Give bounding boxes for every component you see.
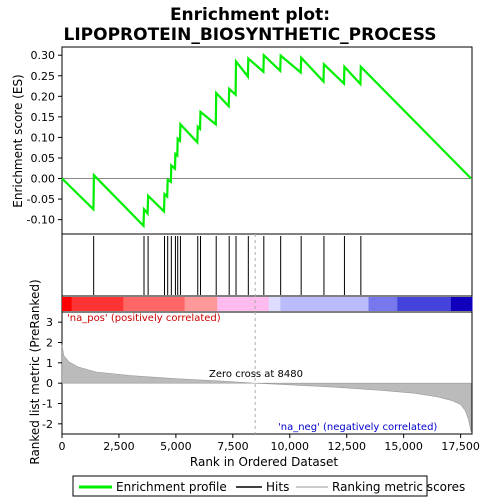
hits-panel-frame — [61, 233, 473, 297]
neg-correlated-label: 'na_neg' (negatively correlated) — [278, 422, 437, 433]
es-y-tick-label: 0.10 — [31, 131, 56, 144]
x-tick-label: 12,500 — [327, 440, 366, 453]
es-y-tick-label: 0.15 — [31, 111, 56, 124]
gradient-segment — [217, 297, 270, 311]
x-tick-label: 17,500 — [441, 440, 480, 453]
enrichment-profile-line — [61, 52, 472, 229]
metric-y-tick-label: 0 — [46, 377, 53, 390]
pos-correlated-label: 'na_pos' (positively correlated) — [67, 313, 221, 324]
metric-y-tick-label: -1 — [42, 398, 53, 411]
gradient-bar — [62, 297, 473, 311]
x-axis-label: Rank in Ordered Dataset — [190, 455, 338, 469]
gradient-segment — [62, 297, 73, 311]
legend-box — [72, 475, 428, 497]
x-tick-label: 5,000 — [160, 440, 192, 453]
es-y-axis-label: Enrichment score (ES) — [11, 74, 25, 207]
metric-y-axis-label: Ranked list metric (PreRanked) — [28, 279, 42, 464]
metric-y-tick-label: 2 — [46, 337, 53, 350]
es-y-tick-label: -0.05 — [27, 193, 55, 206]
gradient-segment — [71, 297, 124, 311]
legend-enrichment-label: Enrichment profile — [116, 480, 227, 494]
title-line2: LIPOPROTEIN_BIOSYNTHETIC_PROCESS — [64, 25, 437, 45]
metric-y-tick-label: 3 — [46, 316, 53, 329]
gradient-segment — [184, 297, 218, 311]
ranking-metric-area — [61, 344, 472, 433]
x-tick-label: 15,000 — [384, 440, 423, 453]
gradient-segment — [368, 297, 398, 311]
metric-panel: -2 -1 0 1 2 3 0 2,500 5,000 7,500 10,000 12,500 15,0… — [42, 234, 480, 453]
es-y-tick-label: 0.00 — [31, 173, 56, 186]
x-tick-label: 10,000 — [271, 440, 310, 453]
gradient-segment — [123, 297, 186, 311]
zero-cross-label: Zero cross at 8480 — [209, 369, 303, 380]
legend-metric-label: Ranking metric scores — [332, 480, 465, 494]
metric-y-tick-label: 1 — [46, 357, 53, 370]
es-y-tick-label: 0.20 — [31, 90, 56, 103]
es-y-tick-label: 0.30 — [31, 49, 56, 62]
legend-hits-label: Hits — [266, 480, 289, 494]
x-tick-label: 7,500 — [217, 440, 249, 453]
x-tick-label: 0 — [59, 440, 66, 453]
hits-panel — [93, 236, 362, 295]
es-y-tick-label: -0.10 — [27, 214, 55, 227]
es-panel: -0.10 -0.05 0.00 0.05 0.10 0.15 0.20 0.25 0.30 — [27, 49, 472, 229]
es-y-tick-label: 0.05 — [31, 152, 56, 165]
gradient-segment — [280, 297, 370, 311]
es-y-tick-label: 0.25 — [31, 70, 56, 83]
x-tick-label: 2,500 — [103, 440, 135, 453]
gradient-segment — [268, 297, 281, 311]
gradient-segment — [450, 297, 473, 311]
gradient-segment — [397, 297, 452, 311]
title-line1: Enrichment plot: — [170, 5, 330, 25]
metric-y-tick-label: -2 — [42, 418, 53, 431]
